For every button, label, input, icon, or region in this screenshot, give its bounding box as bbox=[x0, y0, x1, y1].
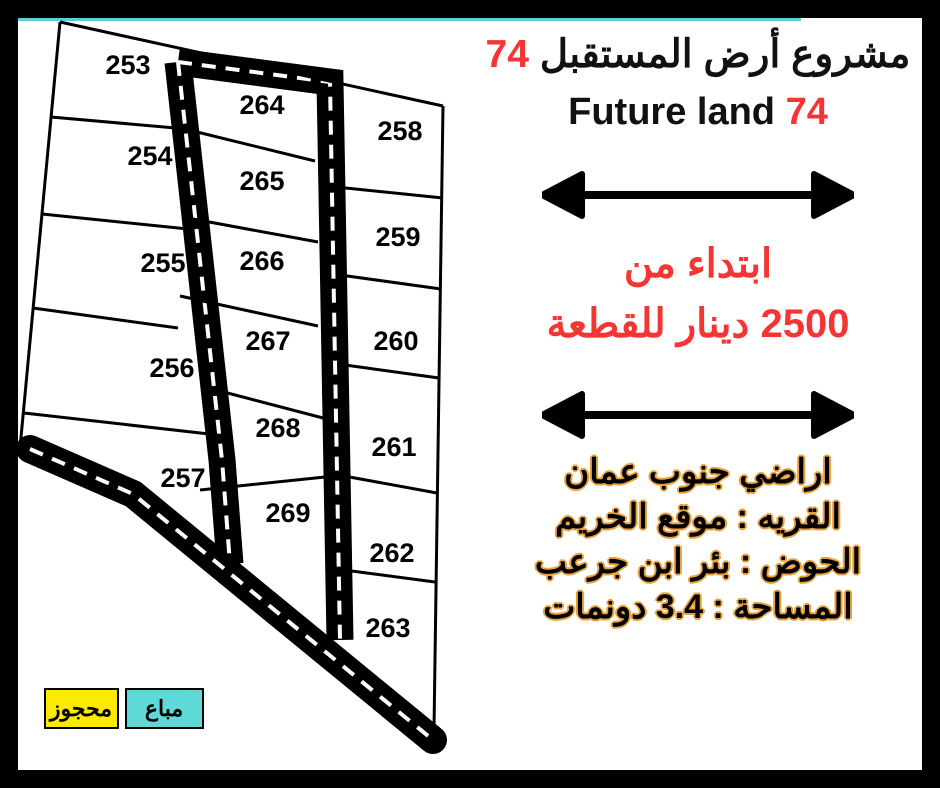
svg-text:266: 266 bbox=[239, 246, 284, 276]
svg-text:مباع: مباع bbox=[145, 696, 183, 722]
svg-text:261: 261 bbox=[371, 432, 416, 462]
svg-text:256: 256 bbox=[149, 353, 194, 383]
svg-text:258: 258 bbox=[377, 116, 422, 146]
svg-text:259: 259 bbox=[375, 222, 420, 252]
svg-text:265: 265 bbox=[239, 166, 284, 196]
svg-text:محجوز: محجوز bbox=[48, 696, 112, 722]
svg-text:260: 260 bbox=[373, 326, 418, 356]
svg-text:263: 263 bbox=[365, 613, 410, 643]
svg-text:257: 257 bbox=[160, 463, 205, 493]
svg-text:267: 267 bbox=[245, 326, 290, 356]
svg-text:269: 269 bbox=[265, 498, 310, 528]
svg-text:254: 254 bbox=[127, 141, 172, 171]
svg-text:255: 255 bbox=[140, 248, 185, 278]
svg-text:253: 253 bbox=[105, 50, 150, 80]
svg-text:268: 268 bbox=[255, 413, 300, 443]
svg-text:262: 262 bbox=[369, 538, 414, 568]
svg-text:264: 264 bbox=[239, 90, 284, 120]
